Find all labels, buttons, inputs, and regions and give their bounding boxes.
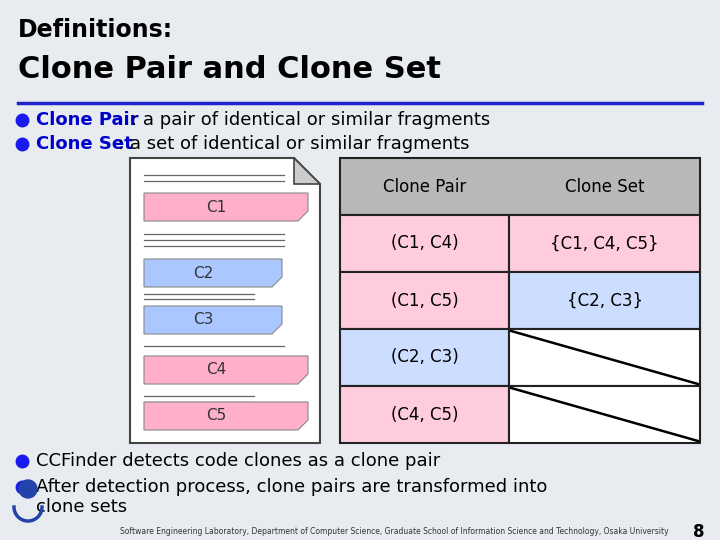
Text: {C1, C4, C5}: {C1, C4, C5}: [550, 234, 659, 253]
Polygon shape: [144, 306, 282, 334]
Bar: [509, 272, 700, 329]
Text: : a set of identical or similar fragments: : a set of identical or similar fragment…: [118, 135, 469, 153]
Text: Software Engineering Laboratory, Department of Computer Science, Graduate School: Software Engineering Laboratory, Departm…: [120, 528, 669, 537]
Text: C3: C3: [193, 313, 213, 327]
Bar: [340, 329, 509, 386]
Text: : a pair of identical or similar fragments: : a pair of identical or similar fragmen…: [131, 111, 490, 129]
Text: clone sets: clone sets: [36, 498, 127, 516]
Text: {C2, C3}: {C2, C3}: [567, 292, 643, 309]
Text: (C1, C5): (C1, C5): [391, 292, 459, 309]
Text: (C4, C5): (C4, C5): [391, 406, 459, 423]
Polygon shape: [144, 356, 308, 384]
Bar: [340, 272, 509, 329]
Text: C5: C5: [206, 408, 226, 423]
Text: After detection process, clone pairs are transformed into: After detection process, clone pairs are…: [36, 478, 547, 496]
Text: CCFinder detects code clones as a clone pair: CCFinder detects code clones as a clone …: [36, 452, 440, 470]
Polygon shape: [144, 193, 308, 221]
Bar: [509, 329, 700, 386]
Text: (C2, C3): (C2, C3): [391, 348, 459, 367]
Bar: [340, 386, 509, 443]
Text: Clone Set: Clone Set: [565, 178, 644, 195]
Polygon shape: [144, 402, 308, 430]
Text: Clone Pair: Clone Pair: [383, 178, 467, 195]
Text: C2: C2: [193, 266, 213, 280]
Polygon shape: [144, 259, 282, 287]
Text: (C1, C4): (C1, C4): [391, 234, 459, 253]
Text: Clone Pair and Clone Set: Clone Pair and Clone Set: [18, 55, 441, 84]
Bar: [509, 215, 700, 272]
Text: C1: C1: [206, 199, 226, 214]
Bar: [340, 215, 509, 272]
Bar: [509, 386, 700, 443]
Polygon shape: [130, 158, 320, 443]
Polygon shape: [294, 158, 320, 184]
Text: 8: 8: [693, 523, 705, 540]
Circle shape: [19, 480, 37, 498]
Text: Definitions:: Definitions:: [18, 18, 173, 42]
Text: Clone Pair: Clone Pair: [36, 111, 138, 129]
Bar: [340, 158, 700, 215]
Text: Clone Set: Clone Set: [36, 135, 132, 153]
Text: C4: C4: [206, 362, 226, 377]
